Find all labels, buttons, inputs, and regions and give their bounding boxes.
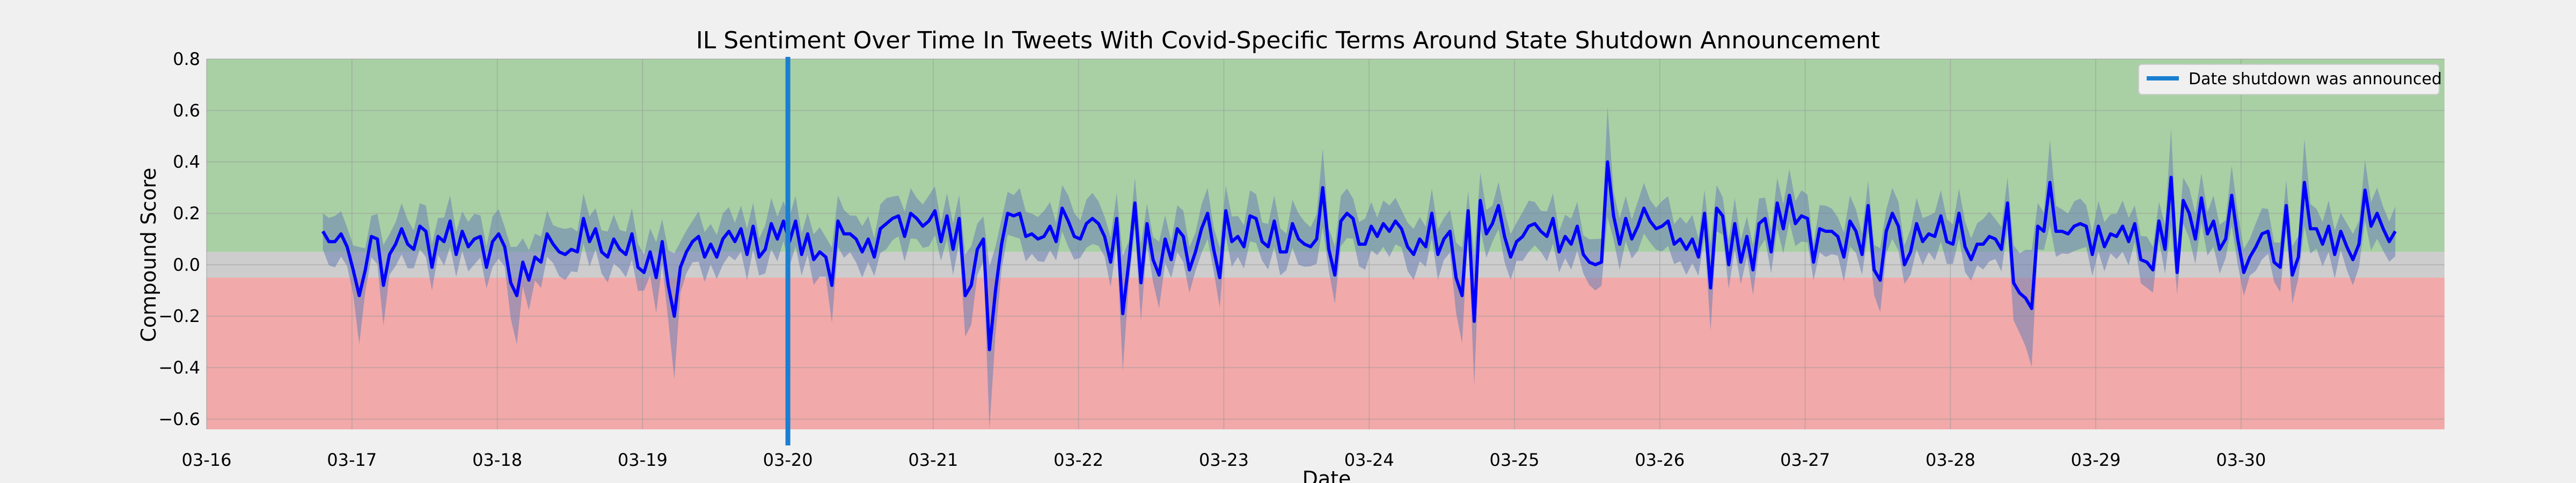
legend: Date shutdown was announced (2138, 64, 2442, 95)
x-tick-label: 03-28 (1926, 450, 1975, 470)
x-axis-label: Date (1302, 467, 1351, 483)
legend-label: Date shutdown was announced (2189, 70, 2442, 89)
series-line (321, 160, 2397, 352)
x-axis: 03-16 03-17 03-18 03-19 03-20 03-21 03-22 03-23… (182, 450, 2266, 470)
x-tick-label: 03-26 (1635, 450, 1685, 470)
x-tick-label: 03-16 (182, 450, 232, 470)
y-tick-label: 0.0 (173, 254, 200, 275)
legend-box (2138, 64, 2440, 95)
band-2 (207, 277, 2445, 429)
x-tick-label: 03-18 (472, 450, 522, 470)
x-tick-label: 03-29 (2071, 450, 2121, 470)
y-tick-label: −0.2 (158, 306, 200, 326)
x-tick-label: 03-30 (2216, 450, 2266, 470)
x-tick-label: 03-24 (1344, 450, 1394, 470)
x-tick-label: 03-27 (1780, 450, 1830, 470)
plot-area (206, 57, 2445, 445)
y-axis-label: Compound Score (137, 168, 160, 342)
x-tick-label: 03-22 (1053, 450, 1103, 470)
y-tick-label: 0.4 (173, 152, 200, 172)
y-tick-label: 0.8 (173, 49, 200, 69)
y-tick-label: 0.6 (173, 100, 200, 121)
x-tick-label: 03-17 (327, 450, 377, 470)
y-tick-label: −0.4 (158, 357, 200, 378)
x-tick-label: 03-25 (1490, 450, 1540, 470)
y-tick-label: 0.2 (173, 203, 200, 224)
y-axis: −0.6 −0.4 −0.2 0.0 0.2 0.4 0.6 0.8 (158, 49, 200, 429)
chart-title: IL Sentiment Over Time In Tweets With Co… (696, 27, 1880, 54)
x-tick-label: 03-19 (618, 450, 668, 470)
x-tick-label: 03-20 (763, 450, 813, 470)
x-tick-label: 03-21 (908, 450, 958, 470)
x-tick-label: 03-23 (1199, 450, 1249, 470)
y-tick-label: −0.6 (158, 409, 200, 429)
